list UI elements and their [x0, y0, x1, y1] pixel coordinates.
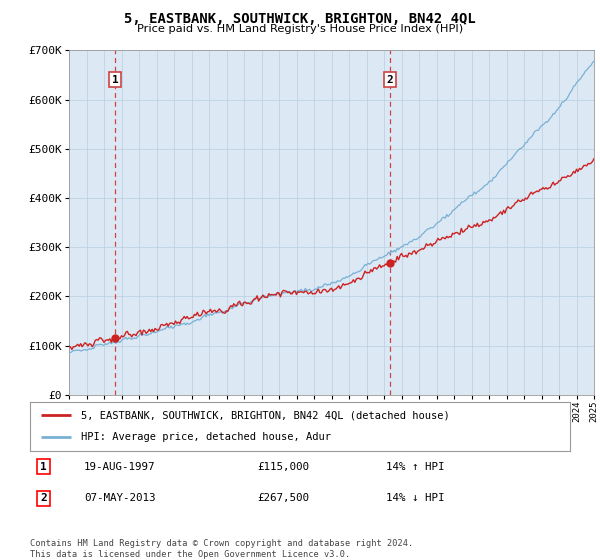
Text: 5, EASTBANK, SOUTHWICK, BRIGHTON, BN42 4QL (detached house): 5, EASTBANK, SOUTHWICK, BRIGHTON, BN42 4…: [82, 410, 450, 421]
Text: £115,000: £115,000: [257, 461, 309, 472]
Text: 14% ↑ HPI: 14% ↑ HPI: [386, 461, 445, 472]
Text: 19-AUG-1997: 19-AUG-1997: [84, 461, 155, 472]
Text: 5, EASTBANK, SOUTHWICK, BRIGHTON, BN42 4QL: 5, EASTBANK, SOUTHWICK, BRIGHTON, BN42 4…: [124, 12, 476, 26]
Text: Price paid vs. HM Land Registry's House Price Index (HPI): Price paid vs. HM Land Registry's House …: [137, 24, 463, 34]
Text: Contains HM Land Registry data © Crown copyright and database right 2024.
This d: Contains HM Land Registry data © Crown c…: [30, 539, 413, 559]
Text: 07-MAY-2013: 07-MAY-2013: [84, 493, 155, 503]
Text: 14% ↓ HPI: 14% ↓ HPI: [386, 493, 445, 503]
Text: £267,500: £267,500: [257, 493, 309, 503]
Text: 2: 2: [40, 493, 47, 503]
Text: 2: 2: [387, 74, 394, 85]
Text: 1: 1: [112, 74, 118, 85]
Text: 1: 1: [40, 461, 47, 472]
Text: HPI: Average price, detached house, Adur: HPI: Average price, detached house, Adur: [82, 432, 331, 442]
